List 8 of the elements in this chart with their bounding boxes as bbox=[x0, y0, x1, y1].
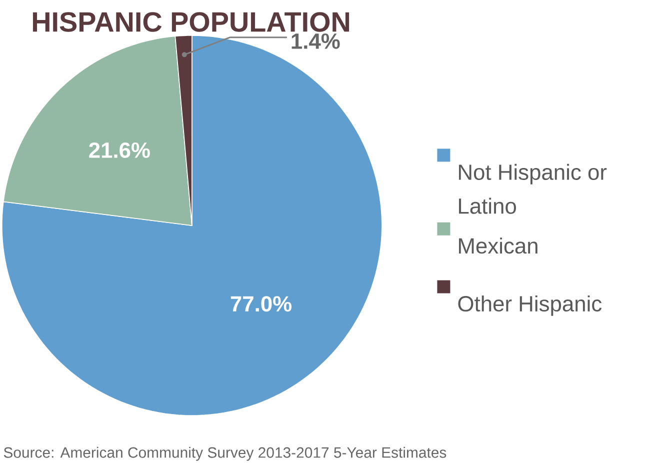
data-label: 77.0% bbox=[230, 296, 292, 312]
data-label: 1.4% bbox=[292, 33, 340, 49]
data-label: 21.6% bbox=[89, 142, 150, 158]
chart-title: HISPANIC POPULATION bbox=[32, 12, 350, 32]
legend-label: Other Hispanic bbox=[458, 295, 602, 316]
legend-label: Not Hispanic or Latino bbox=[459, 164, 607, 214]
legend-label: Mexican bbox=[459, 238, 538, 254]
source-note: Source: American Community Survey 2013-2017 5-Year Estimates bbox=[4, 446, 446, 461]
